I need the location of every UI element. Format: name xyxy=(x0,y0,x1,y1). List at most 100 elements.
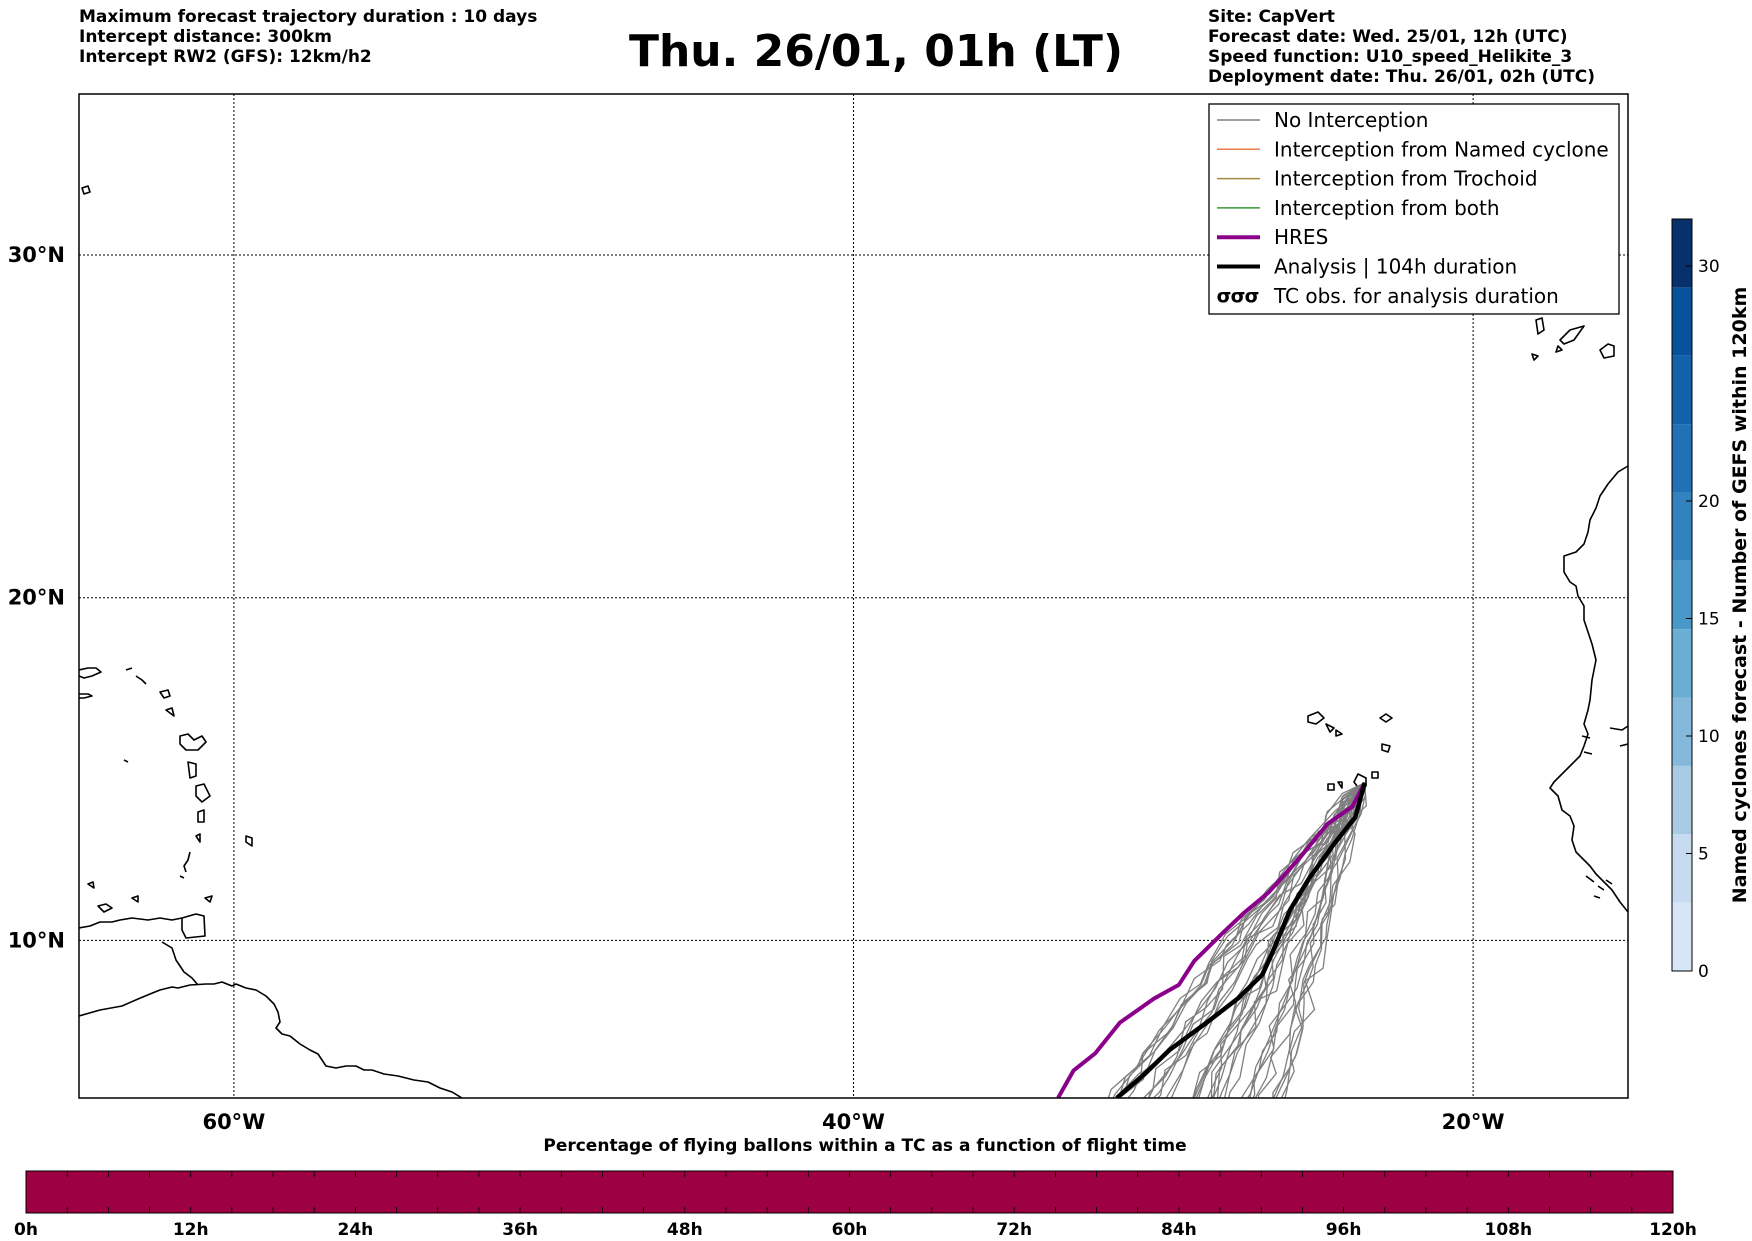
cyclone-colorbar-frame xyxy=(1671,218,1693,972)
map-frame xyxy=(78,93,1629,1099)
flight-time-tick-label: 120h xyxy=(1649,1220,1697,1240)
legend-label: HRES xyxy=(1274,225,1328,249)
page-title: Thu. 26/01, 01h (LT) xyxy=(628,26,1124,77)
flight-time-tick-label: 108h xyxy=(1485,1220,1533,1240)
graticule xyxy=(79,94,1628,1098)
lon-label: 60°W xyxy=(202,1110,265,1134)
cabo-verde-sal xyxy=(1379,713,1393,723)
aruba xyxy=(87,881,95,889)
longitude-labels: 60°W 40°W 20°W xyxy=(202,1110,1504,1134)
legend-label: Interception from both xyxy=(1274,196,1500,220)
montserrat xyxy=(123,759,129,763)
virgin-islands xyxy=(125,667,147,685)
lon-label: 40°W xyxy=(822,1110,885,1134)
ensemble-track xyxy=(1195,782,1366,1098)
colorbar-segment xyxy=(1672,560,1692,630)
grenadines xyxy=(179,851,191,879)
senegal-inlets xyxy=(1581,725,1628,755)
venezuela-coast-west xyxy=(79,917,183,929)
tc-observation-icon: σ xyxy=(1231,285,1246,307)
flight-time-tick-label: 84h xyxy=(1161,1220,1197,1240)
cabo-verde-maio xyxy=(1371,771,1379,779)
lon-label: 20°W xyxy=(1442,1110,1505,1134)
colorbar-tick-label: 30 xyxy=(1698,257,1720,277)
site-text: Site: CapVert xyxy=(1208,7,1335,27)
cyclone-colorbar-label: Named cyclones forecast - Number of GEFS… xyxy=(1729,287,1751,904)
tc-observation-icon: σ xyxy=(1217,285,1232,307)
ensemble-track xyxy=(1272,782,1366,1098)
forecast-parameters: Maximum forecast trajectory duration : 1… xyxy=(79,7,537,67)
tobago xyxy=(204,895,213,903)
legend-label: Interception from Named cyclone xyxy=(1274,137,1609,161)
lat-label: 30°N xyxy=(8,243,65,267)
flight-time-colorbar: 0h 12h 24h 36h 48h 60h 72h 84h 96h 108h 120h xyxy=(14,1170,1697,1240)
ensemble-track xyxy=(1216,782,1366,1098)
site-info: Site: CapVert Forecast date: Wed. 25/01,… xyxy=(1208,7,1595,87)
bijagos-islands xyxy=(1585,875,1613,899)
lat-label: 20°N xyxy=(8,586,65,610)
ensemble-track xyxy=(1280,782,1367,1098)
leeward-north xyxy=(81,185,91,195)
colorbar-tick-label: 10 xyxy=(1698,727,1720,747)
main-trajectories xyxy=(1056,781,1367,1098)
max-duration-text: Maximum forecast trajectory duration : 1… xyxy=(79,7,538,27)
colorbar-tick-label: 15 xyxy=(1698,610,1720,630)
intercept-rw2-text: Intercept RW2 (GFS): 12km/h2 xyxy=(79,47,372,67)
cabo-verde-santo-antao xyxy=(1307,711,1343,737)
gulf-of-paria xyxy=(161,941,199,986)
trinidad xyxy=(181,913,206,939)
south-america-coast xyxy=(79,981,463,1098)
barbados xyxy=(245,835,253,847)
curacao xyxy=(97,903,113,913)
hispaniola-edge xyxy=(79,693,93,699)
cabo-verde-fogo xyxy=(1327,781,1343,791)
colorbar-segment xyxy=(1672,697,1692,766)
legend-label: Interception from Trochoid xyxy=(1274,167,1538,191)
dominica xyxy=(187,761,197,779)
cabo-verde-boa-vista xyxy=(1381,743,1391,753)
flight-time-colorbar-fill xyxy=(25,1170,1674,1214)
latitude-labels: 30°N 20°N 10°N xyxy=(8,243,65,952)
legend-label: No Interception xyxy=(1274,108,1428,132)
ensemble-track xyxy=(1107,782,1366,1098)
colorbar-segment xyxy=(1672,219,1692,288)
analysis-track xyxy=(1115,782,1367,1098)
st-vincent xyxy=(195,833,201,843)
forecast-date-text: Forecast date: Wed. 25/01, 12h (UTC) xyxy=(1208,27,1568,47)
hres-track xyxy=(1056,781,1367,1098)
ensemble-track xyxy=(1272,782,1366,1098)
legend-label: Analysis | 104h duration xyxy=(1274,255,1517,279)
colorbar-tick-label: 0 xyxy=(1698,962,1709,982)
flight-time-tick-label: 12h xyxy=(173,1220,209,1240)
africa-coast xyxy=(1549,465,1628,913)
intercept-distance-text: Intercept distance: 300km xyxy=(79,27,332,47)
colorbar-segment xyxy=(1672,629,1692,698)
legend: No Interception Interception from Named c… xyxy=(1208,103,1620,315)
st-lucia xyxy=(197,809,205,823)
colorbar-segment xyxy=(1672,492,1692,561)
flight-time-colorbar-title: Percentage of flying ballons within a TC… xyxy=(543,1136,1187,1156)
ensemble-track xyxy=(1210,782,1366,1098)
flight-time-tick-label: 36h xyxy=(502,1220,538,1240)
canary-islands xyxy=(1531,317,1615,361)
coastlines xyxy=(79,185,1628,1098)
ensemble-track xyxy=(1223,782,1366,1098)
martinique xyxy=(195,783,211,803)
colorbar-tick-label: 20 xyxy=(1698,492,1720,512)
flight-time-tick-label: 24h xyxy=(338,1220,374,1240)
flight-time-tick-label: 48h xyxy=(667,1220,703,1240)
colorbar-segment xyxy=(1672,902,1692,971)
legend-label: TC obs. for analysis duration xyxy=(1273,284,1559,308)
flight-time-tick-label: 60h xyxy=(832,1220,868,1240)
flight-time-tick-label: 72h xyxy=(996,1220,1032,1240)
colorbar-segment xyxy=(1672,834,1692,903)
colorbar-segment xyxy=(1672,287,1692,356)
lat-label: 10°N xyxy=(8,928,65,952)
cyclone-colorbar: 0 5 10 15 20 30 Named cyclones forecast - Num… xyxy=(1671,218,1751,982)
bonaire xyxy=(131,895,139,903)
deployment-date-text: Deployment date: Thu. 26/01, 02h (UTC) xyxy=(1208,67,1595,87)
legend-frame xyxy=(1208,103,1620,315)
flight-time-tick-label: 0h xyxy=(14,1220,38,1240)
puerto-rico xyxy=(79,667,102,679)
